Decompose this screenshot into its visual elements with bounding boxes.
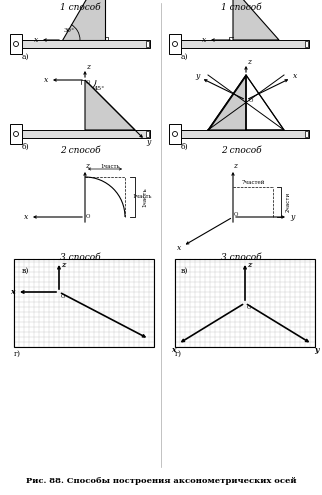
Text: y: y bbox=[290, 213, 294, 221]
Text: x: x bbox=[202, 36, 206, 44]
Text: z: z bbox=[85, 162, 89, 170]
Text: б): б) bbox=[181, 143, 189, 151]
Bar bbox=[305, 41, 308, 47]
Text: z: z bbox=[247, 261, 251, 269]
Polygon shape bbox=[62, 0, 105, 40]
Text: г): г) bbox=[14, 350, 21, 358]
Text: 1часть: 1часть bbox=[132, 195, 152, 199]
Text: x: x bbox=[177, 244, 181, 252]
Bar bbox=[169, 124, 181, 144]
Bar bbox=[175, 259, 315, 347]
Text: O: O bbox=[247, 305, 251, 310]
Text: 1часть: 1часть bbox=[100, 163, 120, 168]
Bar bbox=[181, 130, 309, 138]
Text: O: O bbox=[249, 98, 253, 102]
Text: x: x bbox=[24, 213, 28, 221]
Polygon shape bbox=[85, 80, 135, 130]
Text: 7частей: 7частей bbox=[241, 181, 265, 186]
Text: O: O bbox=[61, 294, 65, 299]
Circle shape bbox=[173, 42, 177, 47]
Bar bbox=[22, 130, 150, 138]
Bar bbox=[146, 131, 149, 137]
Text: x: x bbox=[11, 288, 15, 296]
Text: O: O bbox=[234, 212, 238, 217]
Text: z: z bbox=[233, 162, 237, 170]
Text: y: y bbox=[314, 346, 318, 354]
Text: 3 способ: 3 способ bbox=[60, 253, 100, 262]
Text: 3 способ: 3 способ bbox=[221, 253, 261, 262]
Text: 1 способ: 1 способ bbox=[221, 3, 261, 12]
Bar bbox=[146, 41, 149, 47]
Text: 45°: 45° bbox=[93, 86, 105, 91]
Text: 30°: 30° bbox=[63, 29, 75, 34]
Text: б): б) bbox=[22, 143, 30, 151]
Text: x: x bbox=[293, 72, 297, 80]
Text: а): а) bbox=[181, 53, 188, 61]
Circle shape bbox=[173, 132, 177, 137]
Text: x: x bbox=[44, 76, 48, 84]
Bar bbox=[169, 34, 181, 54]
Bar bbox=[181, 40, 309, 48]
Text: z: z bbox=[61, 261, 65, 269]
Text: 2части: 2части bbox=[286, 192, 290, 212]
Polygon shape bbox=[208, 75, 246, 130]
Text: x: x bbox=[172, 346, 176, 354]
Text: 2 способ: 2 способ bbox=[221, 146, 261, 155]
Text: 1часть: 1часть bbox=[142, 187, 147, 207]
Bar bbox=[22, 40, 150, 48]
Text: O: O bbox=[86, 213, 90, 218]
Polygon shape bbox=[246, 75, 284, 130]
Circle shape bbox=[14, 42, 18, 47]
Text: в): в) bbox=[181, 267, 188, 275]
Text: г): г) bbox=[175, 350, 182, 358]
Text: y: y bbox=[195, 72, 199, 80]
Text: 1 способ: 1 способ bbox=[60, 3, 100, 12]
Text: O: O bbox=[86, 80, 90, 85]
Text: Рис. 88. Способы построения аксонометрических осей: Рис. 88. Способы построения аксонометрич… bbox=[26, 477, 296, 485]
Text: z: z bbox=[86, 63, 90, 71]
Polygon shape bbox=[233, 0, 279, 40]
Text: 2 способ: 2 способ bbox=[60, 146, 100, 155]
Text: y: y bbox=[146, 138, 150, 146]
Bar bbox=[305, 131, 308, 137]
Bar bbox=[10, 34, 22, 54]
Bar bbox=[10, 124, 22, 144]
Bar bbox=[14, 259, 154, 347]
Text: z: z bbox=[247, 58, 251, 66]
Circle shape bbox=[14, 132, 18, 137]
Text: в): в) bbox=[22, 267, 29, 275]
Text: x: x bbox=[34, 36, 38, 44]
Text: а): а) bbox=[22, 53, 30, 61]
